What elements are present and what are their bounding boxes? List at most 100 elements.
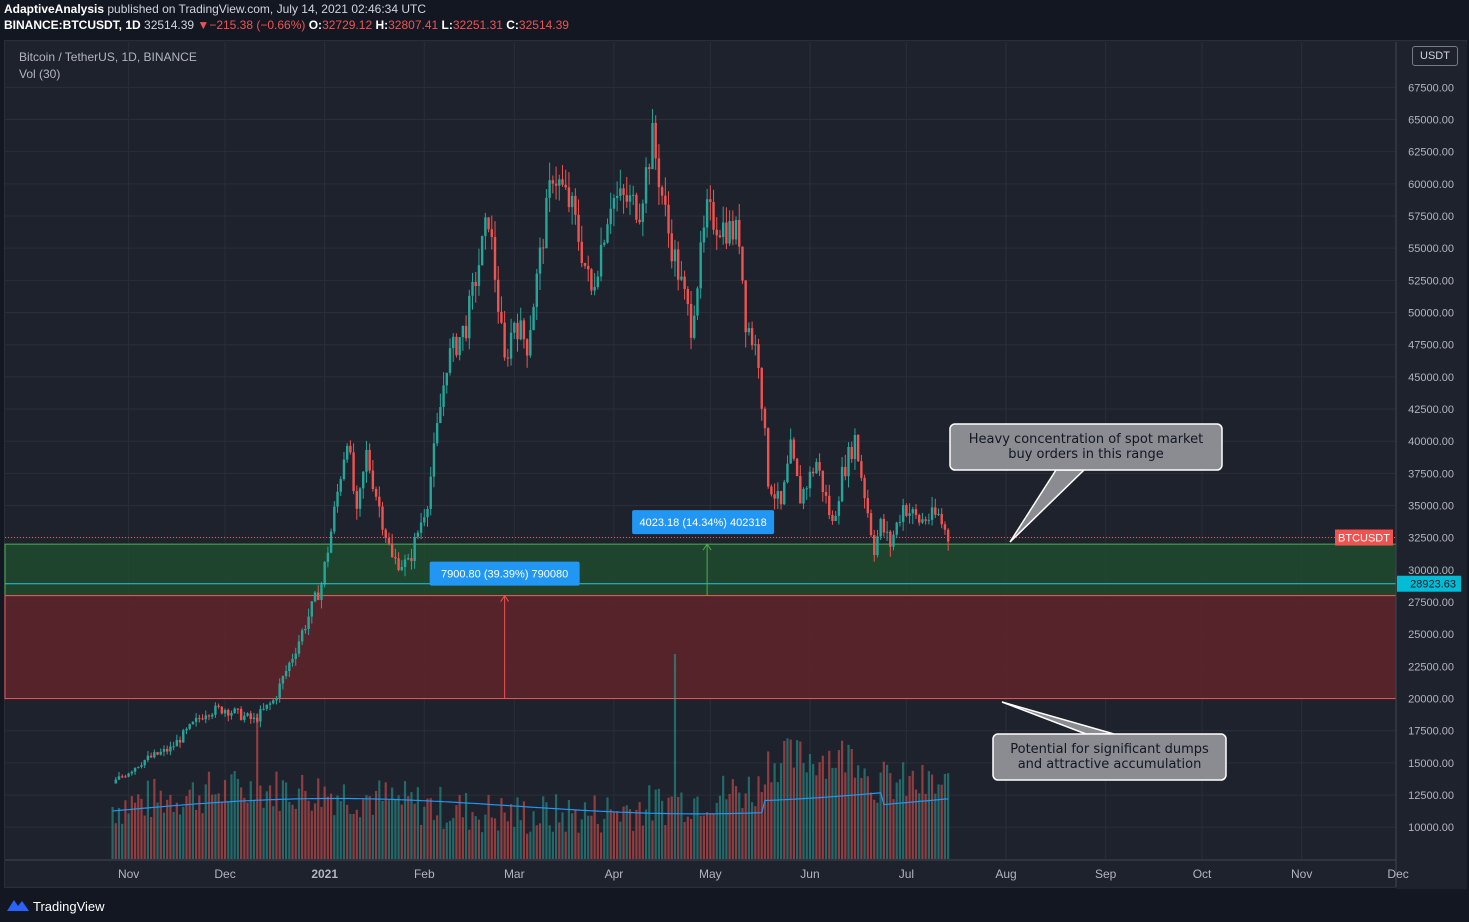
- volume-bar: [156, 802, 159, 859]
- candle-body: [185, 728, 188, 731]
- time-tick-label: Apr: [605, 867, 624, 881]
- time-tick-label: Nov: [118, 867, 139, 881]
- time-tick-label: Dec: [214, 867, 235, 881]
- candle-body: [461, 325, 465, 338]
- volume-bar: [554, 794, 558, 859]
- candle-body: [738, 219, 741, 247]
- candle-body: [272, 700, 275, 704]
- volume-bar: [587, 815, 590, 859]
- volume-bar: [185, 796, 188, 859]
- candle-body: [795, 458, 799, 476]
- price-tick-label: 30000.00: [1408, 565, 1454, 577]
- candle-body: [320, 584, 323, 600]
- candle-body: [545, 197, 548, 249]
- volume-bar: [416, 787, 419, 859]
- candle-body: [387, 537, 391, 544]
- level-tag: 28923.63: [1410, 579, 1456, 591]
- buy-zone: [4, 543, 1397, 597]
- candle-body: [439, 407, 442, 424]
- candle-body: [693, 315, 696, 338]
- volume-bar: [924, 793, 927, 859]
- volume-bar: [426, 798, 429, 859]
- candle-body: [673, 249, 677, 262]
- currency-button[interactable]: USDT: [1412, 46, 1458, 66]
- volume-ma-line: [112, 792, 949, 815]
- volume-bar: [423, 806, 426, 859]
- candle-body: [805, 488, 808, 490]
- volume-bar: [734, 786, 738, 859]
- volume-bar: [111, 806, 114, 859]
- candle-body: [294, 653, 297, 659]
- volume-bar: [220, 801, 223, 859]
- volume-bar: [162, 812, 166, 859]
- candle-body: [345, 445, 349, 460]
- volume-bar: [632, 830, 635, 859]
- candle-body: [162, 748, 166, 752]
- author-name[interactable]: AdaptiveAnalysis: [4, 2, 105, 16]
- candle-body: [182, 730, 185, 743]
- candle-body: [143, 760, 146, 766]
- candle-body: [840, 466, 844, 502]
- volume-bar: [188, 789, 191, 859]
- volume-bar: [551, 831, 554, 859]
- candle-body: [204, 715, 207, 720]
- candle-body: [808, 471, 812, 489]
- candle-body: [901, 505, 905, 523]
- candle-body: [390, 543, 394, 558]
- volume-legend[interactable]: Vol (30): [19, 67, 61, 81]
- candle-body: [934, 507, 937, 515]
- price-tick-label: 57500.00: [1408, 211, 1454, 223]
- volume-bar: [243, 797, 246, 859]
- candle-body: [587, 265, 590, 270]
- volume-bar: [680, 792, 683, 859]
- time-tick-label: 2021: [311, 867, 338, 881]
- candle-body: [239, 708, 243, 720]
- volume-bar: [670, 796, 673, 859]
- candle-body: [403, 559, 407, 567]
- volume-bar: [256, 714, 259, 859]
- candle-body: [815, 462, 818, 474]
- time-axis: Nov Dec 2021 Feb Mar Apr May Jun Jul Aug Sep Oct Nov…: [5, 859, 1409, 881]
- candle-body: [705, 199, 709, 228]
- volume-bar: [352, 814, 355, 859]
- candle-body: [169, 746, 172, 752]
- candle-body: [278, 683, 281, 698]
- volume-bar: [301, 774, 304, 859]
- volume-bar: [214, 794, 217, 859]
- time-tick-label: May: [699, 867, 722, 881]
- volume-bar: [304, 790, 307, 859]
- candle-body: [516, 322, 519, 340]
- volume-bar: [169, 794, 172, 859]
- volume-bar: [191, 782, 195, 859]
- volume-bar: [754, 806, 757, 859]
- price-tick-label: 65000.00: [1408, 115, 1454, 127]
- candle-body: [458, 337, 461, 356]
- candle-body: [223, 709, 227, 714]
- volume-bar: [760, 792, 763, 859]
- volume-bar: [130, 796, 133, 859]
- candle-body: [596, 276, 600, 288]
- candle-body: [153, 752, 156, 758]
- volume-bar: [493, 818, 497, 859]
- volume-bar: [937, 784, 940, 859]
- zones: [4, 543, 1397, 700]
- tradingview-logo-icon[interactable]: [6, 898, 30, 912]
- volume-bar: [448, 820, 452, 859]
- candle-body: [831, 515, 834, 522]
- measure-tools: 7900.80 (39.39%) 790080 4023.18 (14.34%) …: [429, 510, 775, 699]
- candle-body: [419, 522, 423, 533]
- volume-bar: [442, 828, 445, 859]
- candle-body: [217, 705, 220, 707]
- volume-bar: [252, 799, 256, 859]
- callout-text: Heavy concentration of spot market: [969, 432, 1203, 447]
- tradingview-brand[interactable]: TradingView: [33, 899, 105, 914]
- candle-body: [121, 776, 124, 778]
- candle-body: [506, 357, 510, 359]
- chart-legend-title[interactable]: Bitcoin / TetherUS, 1D, BINANCE: [19, 50, 197, 64]
- candle-body: [590, 269, 593, 291]
- callout-text: Potential for significant dumps: [1010, 742, 1209, 757]
- candle-body: [175, 739, 179, 747]
- volume-bars: [111, 654, 950, 859]
- open-label: O:: [305, 18, 323, 32]
